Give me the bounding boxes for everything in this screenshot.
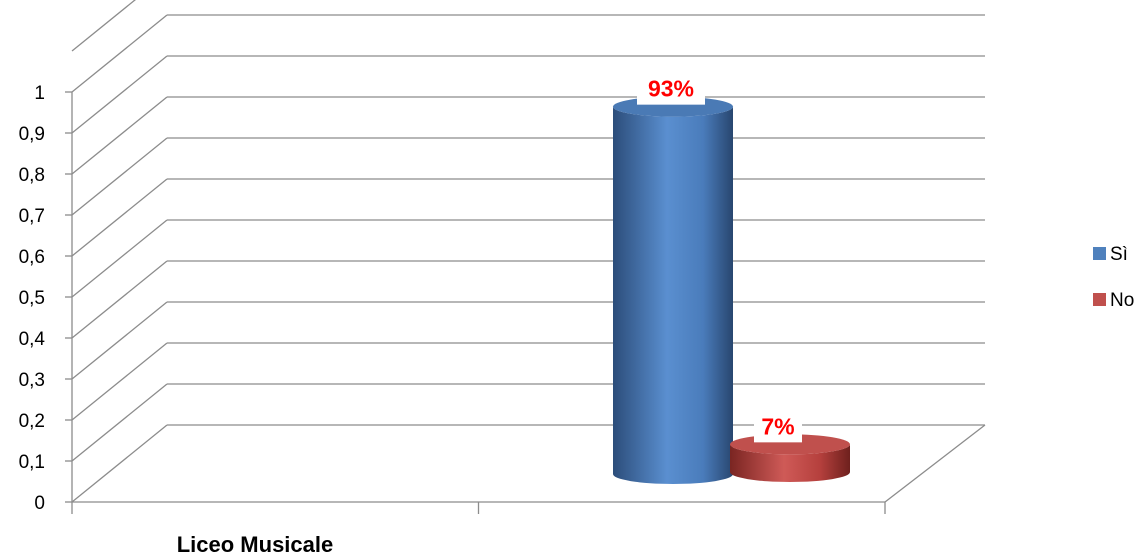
category-labels: Liceo Musicale [177,532,334,557]
bar-no-body [730,444,850,482]
legend-swatch-si [1093,247,1106,260]
data-label-box [637,70,705,105]
y-tick-labels: 0 0,1 0,2 0,3 0,4 0,5 0,6 0,7 0,8 0,9 1 [19,83,46,514]
y-tick-label: 0,8 [19,165,45,186]
y-tick-label: 0,5 [19,288,45,309]
legend-swatch-no [1093,293,1106,306]
side-gridline [71,178,168,257]
y-tick-label: 0,1 [19,452,45,473]
legend-label-no: No [1110,290,1134,311]
bar-si-body [613,106,733,485]
data-labels: 93% 7% [637,70,802,443]
category-label: Liceo Musicale [177,532,334,557]
y-tick-label: 0 [34,493,45,514]
data-label-no: 7% [761,413,794,439]
bars [613,96,850,485]
y-tick-label: 0,9 [19,124,45,145]
side-gridline [71,0,136,52]
side-gridline [71,219,168,298]
side-gridline [71,96,168,175]
legend-label-si: Sì [1110,244,1128,265]
side-gridline [71,342,168,421]
y-tick-label: 0,4 [19,329,46,350]
y-tick-label: 0,2 [19,411,45,432]
side-gridline [71,55,168,134]
floor-right-edge [884,424,986,503]
gridlines [71,0,986,503]
data-label-box [754,408,802,443]
side-gridline [71,14,168,93]
y-tick-label: 0,3 [19,370,45,391]
side-gridline [71,137,168,216]
legend: Sì No [1093,244,1134,311]
floor-left-edge [71,424,168,503]
side-gridline [71,301,168,380]
data-label-si: 93% [648,76,694,102]
y-tick-label: 0,7 [19,206,45,227]
y-tick-label: 0,6 [19,247,45,268]
axes [65,91,886,514]
y-tick-label: 1 [34,83,45,104]
side-gridline [71,383,168,462]
side-gridline [71,260,168,339]
